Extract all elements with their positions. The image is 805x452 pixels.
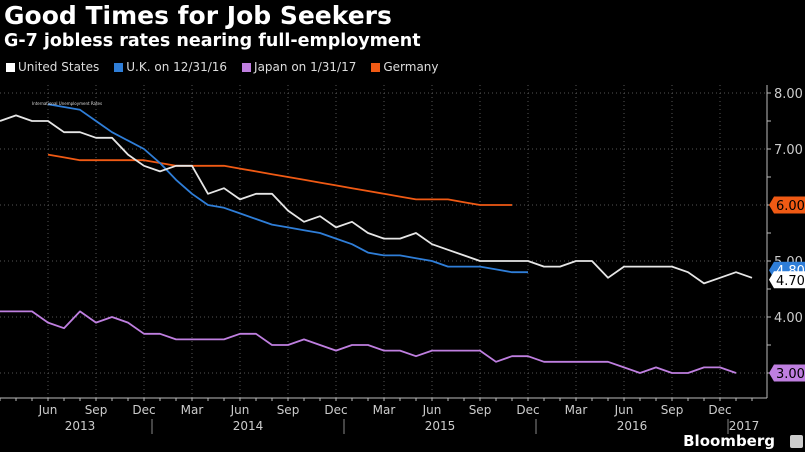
y-tick-label: 7.00 <box>774 143 803 158</box>
x-tick-label: Mar <box>373 403 396 417</box>
series-line-japan <box>0 310 737 374</box>
legend-label-uk: U.K. on 12/31/16 <box>126 60 228 74</box>
x-tick-label: Jun <box>38 403 58 417</box>
legend: United States U.K. on 12/31/16 Japan on … <box>6 60 454 74</box>
x-year-label: 2015 <box>425 419 456 433</box>
legend-swatch-germany <box>371 62 381 72</box>
end-label-germany-text: 6.00 <box>776 199 805 214</box>
end-label-germany: 6.00 <box>769 196 805 214</box>
y-tick-label: 8.00 <box>774 87 803 102</box>
chart-annotation: International Unemployment Rates <box>32 101 102 106</box>
end-label-germany-bg <box>769 196 805 214</box>
end-label-us-text: 4.70 <box>776 274 805 289</box>
legend-label-germany: Germany <box>383 60 439 74</box>
series-line-uk <box>47 103 528 274</box>
chart-title: Good Times for Job Seekers <box>4 1 392 30</box>
legend-item-us: United States <box>6 60 99 74</box>
legend-label-japan: Japan on 1/31/17 <box>254 60 357 74</box>
series-line-united <box>0 114 753 285</box>
y-tick-label: 4.00 <box>774 311 803 326</box>
series-line-germany <box>47 153 512 206</box>
x-year-label: 2014 <box>233 419 264 433</box>
legend-item-uk: U.K. on 12/31/16 <box>114 60 227 74</box>
x-tick-label: Jun <box>230 403 250 417</box>
end-label-japan: 3.00 <box>769 364 805 382</box>
x-tick-label: Dec <box>516 403 539 417</box>
x-tick-label: Mar <box>565 403 588 417</box>
x-tick-label: Sep <box>469 403 492 417</box>
legend-swatch-japan <box>242 62 252 72</box>
x-tick-label: Jun <box>614 403 634 417</box>
x-tick-label: Dec <box>324 403 347 417</box>
end-label-us: 4.70 <box>769 271 805 289</box>
x-tick-label: Jun <box>422 403 442 417</box>
x-year-label: 2013 <box>65 419 96 433</box>
end-label-japan-bg <box>769 364 805 382</box>
legend-swatch-us <box>6 62 15 72</box>
legend-item-japan: Japan on 1/31/17 <box>242 60 356 74</box>
x-year-label: 2016 <box>617 419 648 433</box>
x-tick-label: Dec <box>708 403 731 417</box>
end-labels: 6.004.804.703.00 <box>769 196 805 382</box>
legend-label-us: United States <box>18 60 100 74</box>
bloomberg-logo: Bloomberg <box>683 432 775 450</box>
x-tick-label: Sep <box>85 403 108 417</box>
x-tick-label: Dec <box>132 403 155 417</box>
x-tick-label: Sep <box>661 403 684 417</box>
end-label-japan-text: 3.00 <box>776 367 805 382</box>
x-year-label: 2017 <box>729 419 760 433</box>
x-tick-label: Sep <box>277 403 300 417</box>
legend-swatch-uk <box>114 62 124 72</box>
legend-item-germany: Germany <box>371 60 439 74</box>
end-label-us-bg <box>769 271 805 289</box>
chart-subtitle: G-7 jobless rates nearing full-employmen… <box>4 31 421 51</box>
bloomberg-chart-icon <box>790 435 803 448</box>
axes: 8.007.006.005.004.003.00JunSepDecMarJunS… <box>0 85 803 434</box>
x-tick-label: Mar <box>181 403 204 417</box>
series-lines <box>0 103 753 374</box>
